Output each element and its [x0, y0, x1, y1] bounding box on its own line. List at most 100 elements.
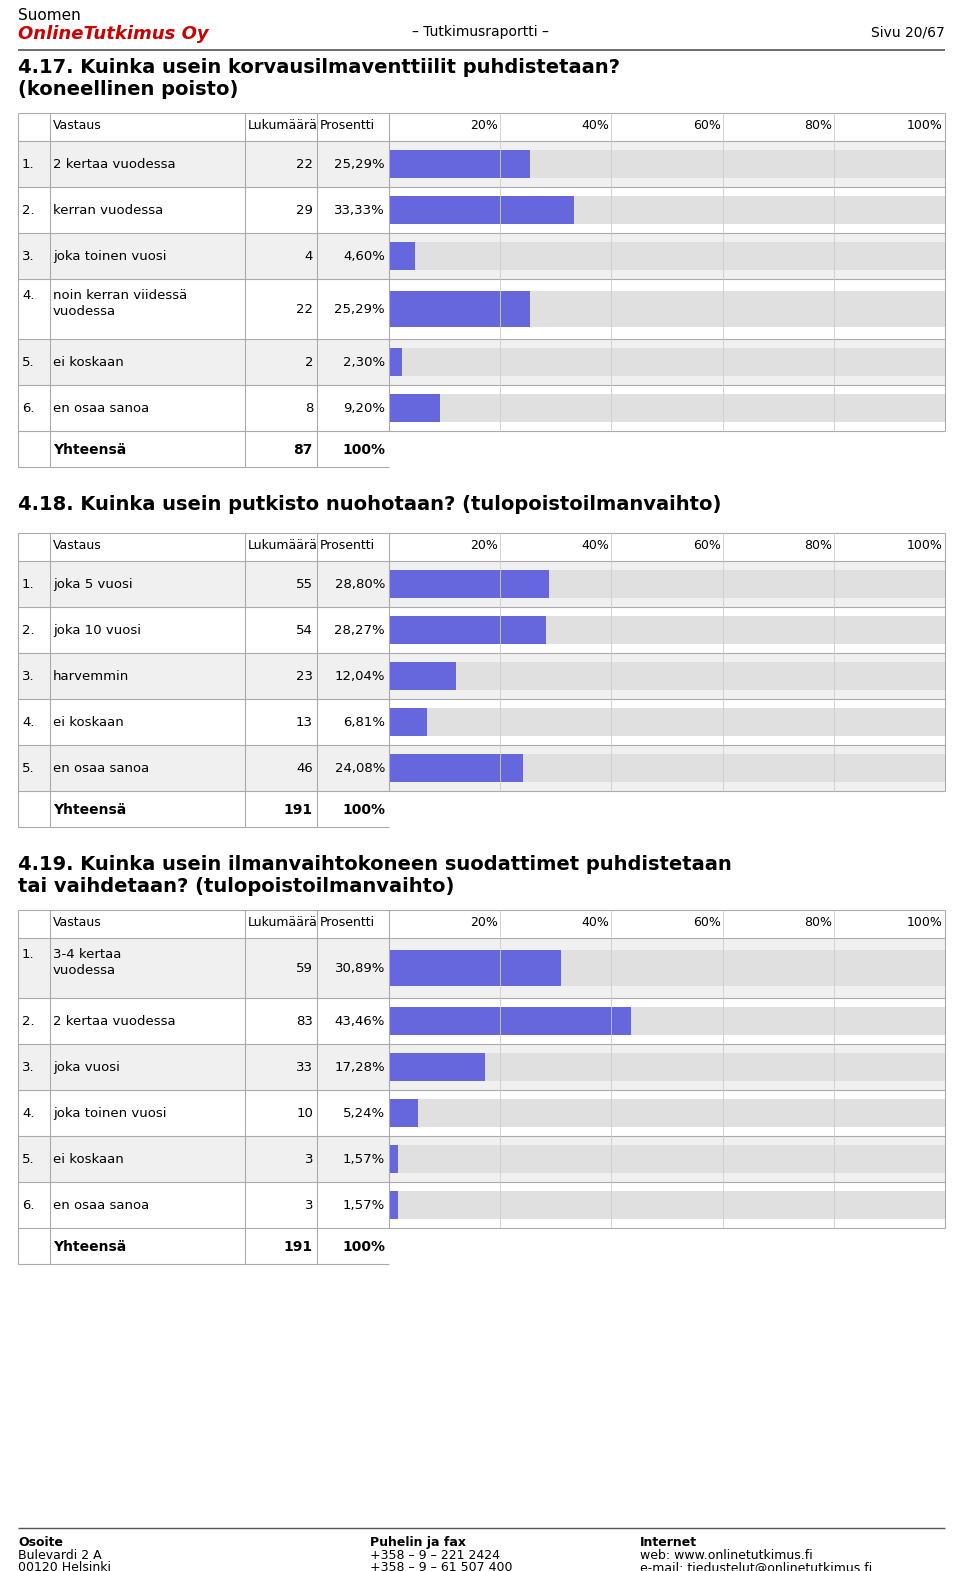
- Bar: [18, 561, 945, 606]
- Text: Lukumäärä: Lukumäärä: [248, 119, 318, 132]
- Text: Osoite: Osoite: [18, 1536, 63, 1549]
- Text: joka 5 vuosi: joka 5 vuosi: [53, 578, 132, 591]
- Text: 2 kertaa vuodessa: 2 kertaa vuodessa: [53, 1015, 176, 1027]
- Text: 60%: 60%: [693, 916, 721, 928]
- Bar: [389, 151, 530, 178]
- Bar: [18, 1229, 945, 1265]
- Text: 60%: 60%: [693, 539, 721, 551]
- Text: Internet: Internet: [640, 1536, 697, 1549]
- Text: joka toinen vuosi: joka toinen vuosi: [53, 250, 166, 262]
- Text: 5.: 5.: [22, 357, 35, 369]
- Bar: [18, 113, 945, 141]
- Text: 33: 33: [296, 1060, 313, 1075]
- Text: 2.: 2.: [22, 1015, 35, 1027]
- Bar: [389, 394, 440, 421]
- Bar: [389, 663, 945, 690]
- Text: 17,28%: 17,28%: [334, 1060, 385, 1075]
- Text: +358 – 9 – 61 507 400: +358 – 9 – 61 507 400: [370, 1562, 513, 1571]
- Text: e-mail: tiedustelut@onlinetutkimus.fi: e-mail: tiedustelut@onlinetutkimus.fi: [640, 1562, 873, 1571]
- Text: 3.: 3.: [22, 1060, 35, 1075]
- Bar: [389, 663, 456, 690]
- Bar: [389, 709, 945, 735]
- Bar: [389, 616, 945, 644]
- Bar: [389, 754, 945, 782]
- Text: 2.: 2.: [22, 624, 35, 636]
- Text: 2: 2: [304, 357, 313, 369]
- Bar: [389, 349, 402, 375]
- Text: 3: 3: [304, 1153, 313, 1166]
- Text: 80%: 80%: [804, 916, 831, 928]
- Bar: [389, 570, 945, 599]
- Text: 6,81%: 6,81%: [343, 716, 385, 729]
- Text: 28,80%: 28,80%: [335, 578, 385, 591]
- Text: 40%: 40%: [582, 916, 610, 928]
- Text: Puhelin ja fax: Puhelin ja fax: [370, 1536, 466, 1549]
- Text: 46: 46: [297, 762, 313, 775]
- Text: Vastaus: Vastaus: [53, 539, 102, 551]
- Text: 13: 13: [296, 716, 313, 729]
- Text: tai vaihdetaan? (tulopoistoilmanvaihto): tai vaihdetaan? (tulopoistoilmanvaihto): [18, 877, 454, 895]
- Bar: [18, 430, 945, 467]
- Text: ei koskaan: ei koskaan: [53, 1153, 124, 1166]
- Bar: [389, 1145, 945, 1174]
- Bar: [389, 709, 427, 735]
- Bar: [18, 1045, 945, 1090]
- Text: 1.: 1.: [22, 947, 35, 961]
- Bar: [389, 570, 549, 599]
- Text: joka vuosi: joka vuosi: [53, 1060, 120, 1075]
- Bar: [18, 339, 945, 385]
- Bar: [389, 1007, 945, 1035]
- Text: 100%: 100%: [907, 916, 943, 928]
- Bar: [18, 385, 945, 430]
- Text: 22: 22: [296, 159, 313, 171]
- Bar: [389, 1191, 397, 1219]
- Bar: [18, 745, 945, 792]
- Bar: [389, 242, 945, 270]
- Text: 100%: 100%: [907, 539, 943, 551]
- Bar: [18, 141, 945, 187]
- Text: 40%: 40%: [582, 539, 610, 551]
- Bar: [389, 349, 945, 375]
- Text: 4.: 4.: [22, 1108, 35, 1120]
- Bar: [389, 1053, 945, 1081]
- Text: 6.: 6.: [22, 402, 35, 415]
- Text: 100%: 100%: [342, 1240, 385, 1254]
- Bar: [389, 291, 945, 327]
- Bar: [18, 1181, 945, 1229]
- Text: – Tutkimusraportti –: – Tutkimusraportti –: [412, 25, 548, 39]
- Text: en osaa sanoa: en osaa sanoa: [53, 1199, 149, 1211]
- Bar: [389, 950, 945, 987]
- Bar: [389, 196, 574, 223]
- Text: 5,24%: 5,24%: [343, 1108, 385, 1120]
- Text: Prosentti: Prosentti: [320, 119, 375, 132]
- Text: 40%: 40%: [582, 119, 610, 132]
- Text: 43,46%: 43,46%: [335, 1015, 385, 1027]
- Text: 80%: 80%: [804, 119, 831, 132]
- Bar: [18, 1090, 945, 1136]
- Text: 24,08%: 24,08%: [335, 762, 385, 775]
- Text: 191: 191: [284, 1240, 313, 1254]
- Text: 22: 22: [296, 303, 313, 316]
- Text: harvemmin: harvemmin: [53, 669, 130, 683]
- Text: 60%: 60%: [693, 119, 721, 132]
- Text: 2.: 2.: [22, 204, 35, 217]
- Bar: [18, 280, 945, 339]
- Text: 29: 29: [296, 204, 313, 217]
- Bar: [389, 242, 415, 270]
- Text: Yhteensä: Yhteensä: [53, 443, 127, 457]
- Bar: [389, 1007, 631, 1035]
- Text: 20%: 20%: [470, 119, 498, 132]
- Bar: [389, 1191, 945, 1219]
- Bar: [389, 196, 945, 223]
- Text: Bulevardi 2 A: Bulevardi 2 A: [18, 1549, 102, 1562]
- Text: 2 kertaa vuodessa: 2 kertaa vuodessa: [53, 159, 176, 171]
- Text: 80%: 80%: [804, 539, 831, 551]
- Text: Lukumäärä: Lukumäärä: [248, 539, 318, 551]
- Text: Yhteensä: Yhteensä: [53, 1240, 127, 1254]
- Text: Vastaus: Vastaus: [53, 119, 102, 132]
- Text: (koneellinen poisto): (koneellinen poisto): [18, 80, 238, 99]
- Bar: [389, 616, 546, 644]
- Bar: [389, 1100, 945, 1126]
- Text: 00120 Helsinki: 00120 Helsinki: [18, 1562, 111, 1571]
- Text: noin kerran viidessä: noin kerran viidessä: [53, 289, 187, 302]
